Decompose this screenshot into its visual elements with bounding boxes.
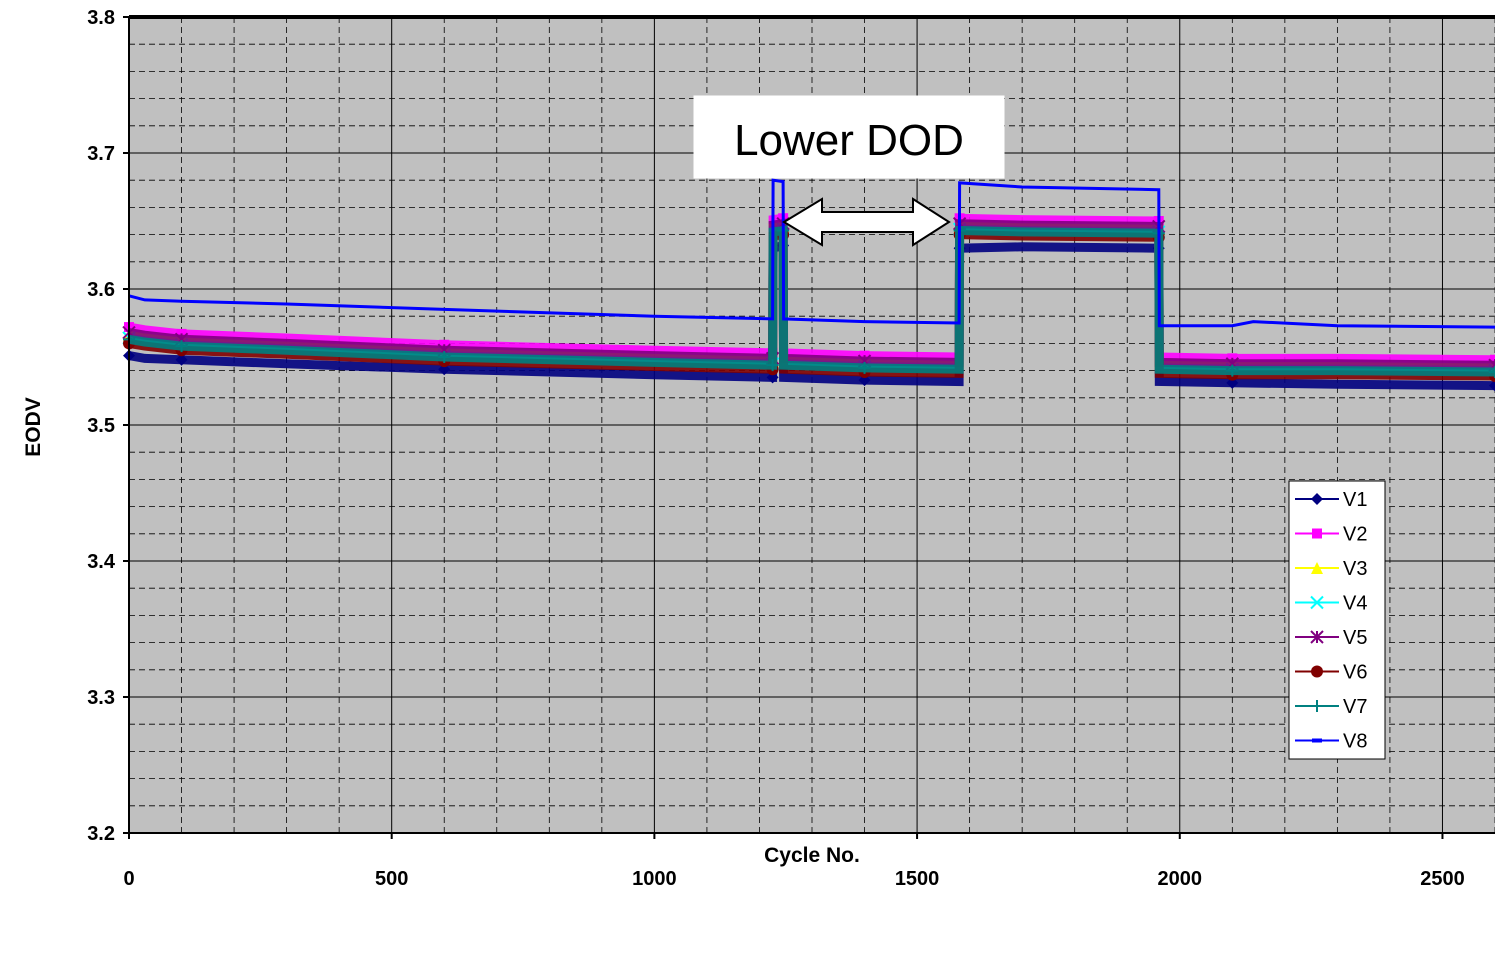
legend-label: V6 [1343, 662, 1367, 684]
legend: V1 V2 V3 V4 V5 V6 V7 V8 [1288, 480, 1386, 760]
x-tick-label: 2000 [1158, 868, 1203, 890]
annotation: Lower DOD [693, 95, 1005, 247]
series-marker [1310, 630, 1324, 644]
x-tick-label: 2500 [1420, 868, 1465, 890]
series-marker [1226, 364, 1239, 377]
series-line [128, 178, 1495, 329]
legend-box [1288, 480, 1386, 760]
x-tick-label: 1000 [632, 868, 677, 890]
y-tick-label: 3.2 [87, 823, 115, 845]
legend-label: V3 [1343, 558, 1367, 580]
series-marker [1489, 365, 1495, 378]
legend-label: V1 [1343, 489, 1367, 511]
y-tick-label: 3.3 [87, 687, 115, 709]
series-marker [175, 340, 188, 353]
legend-item: V5 [1295, 627, 1367, 649]
y-tick-label: 3.6 [87, 279, 115, 301]
legend-item: V6 [1295, 662, 1367, 684]
legend-item: V7 [1295, 696, 1367, 718]
legend-item: V1 [1295, 489, 1367, 511]
legend-label: V2 [1343, 524, 1367, 546]
series-marker [175, 353, 188, 366]
legend-item: V4 [1295, 593, 1367, 615]
annotation-box [693, 95, 1005, 179]
double-arrow [782, 197, 951, 247]
series-marker [1310, 595, 1324, 610]
legend-label: V4 [1343, 593, 1367, 615]
series-group [122, 178, 1495, 392]
legend-label: V8 [1343, 731, 1367, 753]
series-marker [438, 351, 451, 363]
y-tick-label: 3.7 [87, 143, 115, 165]
series-marker [766, 359, 779, 372]
legend-label: V7 [1343, 696, 1367, 718]
legend-item: V8 [1295, 731, 1367, 753]
x-tick-label: 0 [123, 868, 134, 890]
series-marker [1311, 700, 1323, 712]
series-v8 [128, 178, 1495, 329]
series-marker [1311, 562, 1323, 574]
y-tick-label: 3.4 [87, 551, 116, 573]
series-marker [1312, 738, 1322, 743]
series-marker [1311, 665, 1323, 678]
series-marker [1489, 379, 1495, 392]
legend-label: V5 [1343, 627, 1367, 649]
y-tick-label: 3.8 [87, 7, 115, 29]
series-marker [858, 361, 871, 374]
x-tick-label: 500 [375, 868, 408, 890]
x-tick-label: 1500 [895, 868, 940, 890]
series-line [128, 225, 1495, 377]
annotation-text: Lower DOD [734, 116, 964, 165]
series-marker [1312, 528, 1322, 539]
legend-item: V3 [1295, 558, 1367, 580]
legend-item: V2 [1295, 524, 1367, 546]
x-axis-title: Cycle No. [764, 844, 860, 867]
series-marker [1490, 354, 1495, 365]
y-tick-label: 3.5 [87, 415, 115, 437]
y-axis-title: EODV [22, 397, 45, 457]
axes: 3.2 3.3 3.4 3.5 3.6 3.7 3.8 0 500 1000 1500 2000 250… [87, 7, 1495, 890]
series-line [128, 239, 1495, 391]
series-marker [1311, 493, 1323, 505]
